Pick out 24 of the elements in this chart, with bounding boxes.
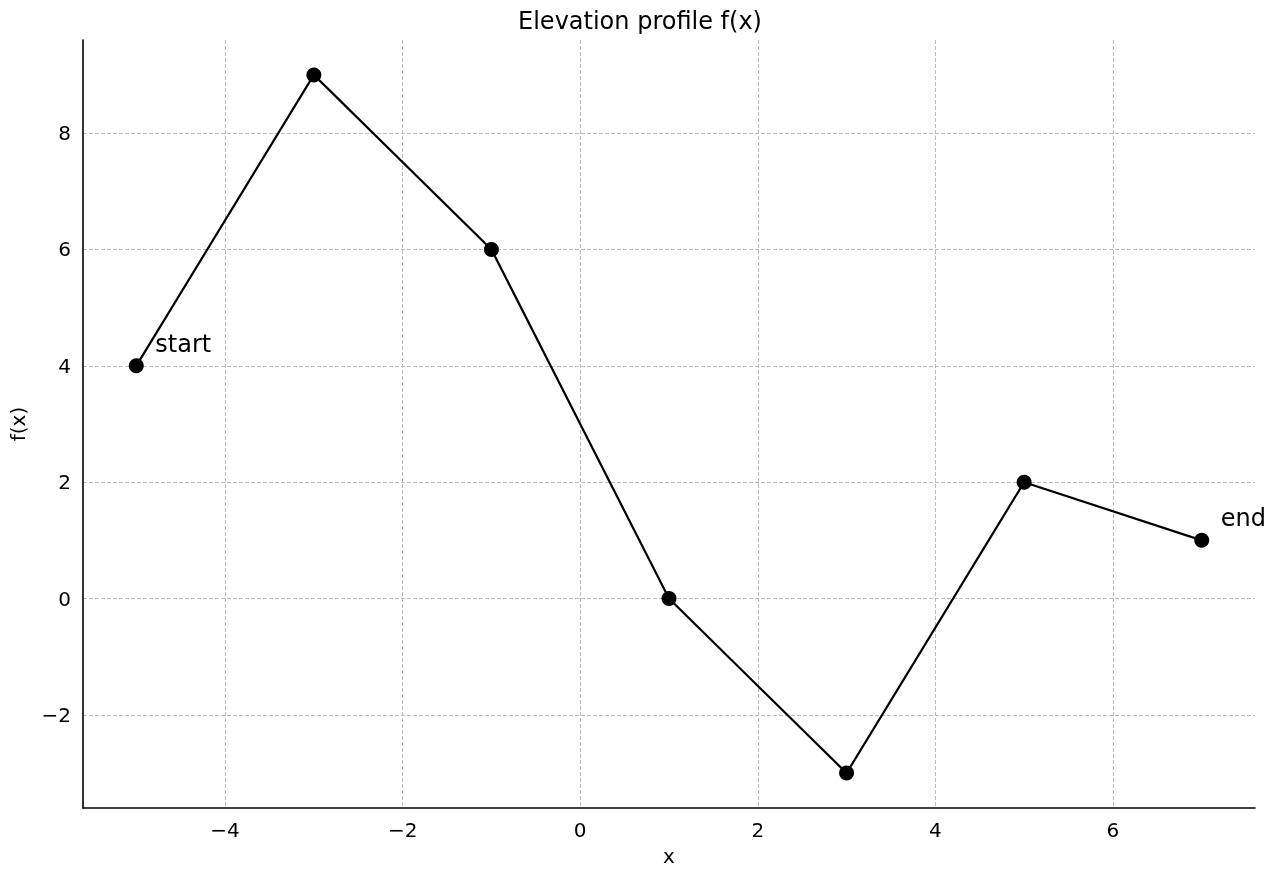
annotation: end [1220,504,1266,533]
y-tick-label: 2 [58,470,71,495]
y-tick-label: 8 [58,121,71,146]
annotation: start [155,329,212,358]
x-tick-label: −4 [210,818,240,842]
y-axis-title: f(x) [6,406,30,442]
chart-title: Elevation profile f(x) [518,7,762,35]
point [839,765,855,781]
point [128,358,144,374]
point [1016,474,1032,490]
point [1194,532,1210,548]
x-axis-title: x [663,844,676,868]
y-tick-label: 4 [58,353,71,378]
y-tick-label: 6 [58,237,71,262]
point [306,67,322,83]
x-tick-label: −2 [387,818,418,842]
x-tick-label: 0 [573,818,587,842]
point [483,241,499,257]
y-tick-label: 0 [58,586,71,611]
x-tick-label: 4 [929,818,942,842]
x-tick-label: 2 [751,818,765,842]
y-tick-label: −2 [41,702,71,727]
point [661,591,677,607]
x-tick-label: 6 [1106,818,1120,842]
